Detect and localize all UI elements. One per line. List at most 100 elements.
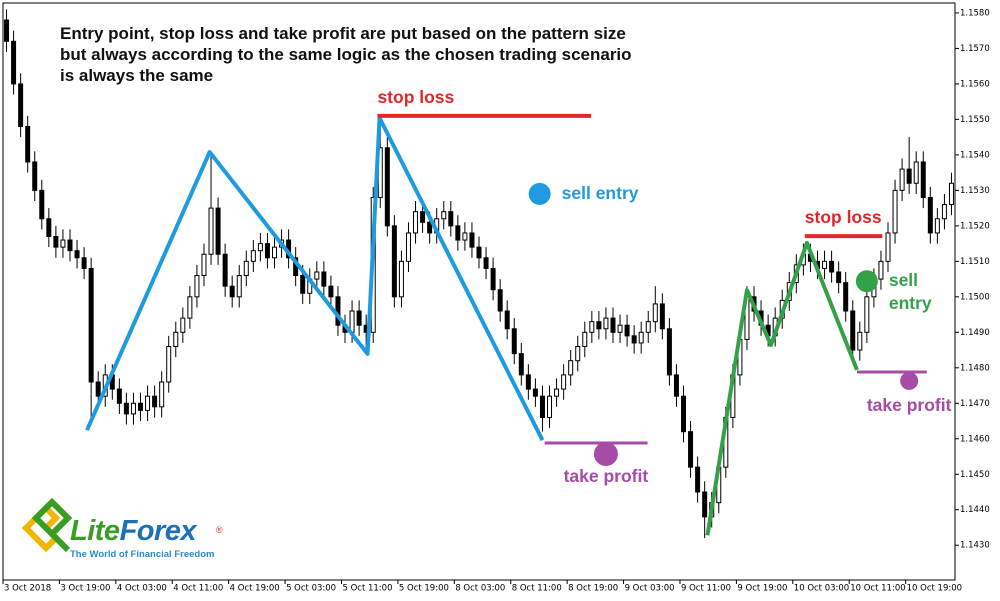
x-tick-label: 8 Oct 19:00 <box>568 584 618 594</box>
candle-body <box>250 250 256 262</box>
candle-body <box>173 331 179 348</box>
entry-marker <box>855 270 878 293</box>
candle-body <box>934 218 940 234</box>
x-tick-label: 10 Oct 19:00 <box>907 584 962 594</box>
candle-body <box>11 40 17 85</box>
y-tick-label: 1.1550 <box>960 115 990 125</box>
candle-body <box>138 402 144 411</box>
candle-body <box>645 321 651 333</box>
stop-loss-label: stop loss <box>377 86 455 107</box>
candle-body <box>688 431 694 468</box>
candle-body <box>25 125 31 163</box>
candle-body <box>53 235 59 248</box>
candle-body <box>547 395 553 418</box>
candle-body <box>4 19 10 42</box>
x-tick-label: 10 Oct 03:00 <box>794 584 849 594</box>
candle-body <box>208 207 214 255</box>
take-profit-label: take profit <box>563 466 649 487</box>
candle-body <box>427 221 433 234</box>
candle-body <box>948 182 954 206</box>
candle-body <box>81 257 87 269</box>
candle-body <box>525 374 531 390</box>
candle-body <box>892 189 898 234</box>
candle-body <box>441 211 447 220</box>
candle-body <box>822 260 828 269</box>
candle-body <box>695 466 701 493</box>
candle-body <box>582 331 588 348</box>
logo-name-part: Forex <box>119 515 197 547</box>
candle-body <box>927 196 933 234</box>
candle-body <box>243 260 249 277</box>
x-tick-label: 8 Oct 03:00 <box>455 584 505 594</box>
overlays <box>85 113 927 536</box>
candle-body <box>596 321 602 330</box>
candle-body <box>666 328 672 376</box>
candle-body <box>497 289 503 312</box>
plot-frame <box>2 2 956 581</box>
heading: Entry point, stop loss and take profit a… <box>60 23 632 86</box>
candle-body <box>603 317 609 330</box>
candle-body <box>568 360 574 376</box>
logo-trademark: ® <box>216 525 223 535</box>
y-tick-label: 1.1580 <box>960 8 990 18</box>
y-tick-label: 1.1500 <box>960 292 990 302</box>
candle-body <box>836 271 842 284</box>
candle-body <box>356 310 362 326</box>
candle-body <box>420 211 426 223</box>
candle-body <box>575 346 581 362</box>
y-tick-label: 1.1480 <box>960 363 990 373</box>
candle-body <box>321 271 327 287</box>
heading-line: Entry point, stop loss and take profit a… <box>60 24 626 43</box>
candle-body <box>264 243 270 259</box>
candle-body <box>152 395 158 408</box>
candle-body <box>899 168 905 191</box>
y-tick-label: 1.1460 <box>960 434 990 444</box>
logo-tagline: The World of Financial Freedom <box>70 549 215 560</box>
logo-shape <box>31 497 73 539</box>
candle-body <box>843 282 849 312</box>
candle-body <box>539 395 545 418</box>
candle-body <box>46 218 52 237</box>
x-tick-label: 3 Oct 19:00 <box>60 584 110 594</box>
candle-body <box>681 395 687 433</box>
candle-body <box>631 335 637 344</box>
entry-label: sell entry <box>888 270 932 314</box>
x-tick-label: 5 Oct 19:00 <box>399 584 449 594</box>
y-tick-label: 1.1440 <box>960 505 990 515</box>
pattern-line <box>85 115 545 442</box>
x-tick-label: 9 Oct 03:00 <box>625 584 675 594</box>
take-profit-label: take profit <box>866 395 952 416</box>
candle-body <box>201 253 207 277</box>
candle-body <box>391 225 397 298</box>
candle-body <box>314 271 320 280</box>
candle-body <box>885 232 891 262</box>
candle-body <box>462 232 468 241</box>
logo: LiteForex ® The World of Financial Freed… <box>21 497 232 564</box>
y-tick-label: 1.1510 <box>960 257 990 267</box>
candle-body <box>74 250 80 259</box>
candle-body <box>130 402 136 415</box>
candle-body <box>60 239 66 248</box>
candle-body <box>906 168 912 184</box>
candle-body <box>624 324 630 337</box>
candle-body <box>857 331 863 351</box>
candle-body <box>413 211 419 234</box>
heading-line: but always according to the same logic a… <box>60 45 632 64</box>
candle-body <box>455 225 461 241</box>
candle-body <box>554 388 560 397</box>
candle-body <box>123 402 129 415</box>
candle-body <box>483 257 489 269</box>
candle-body <box>490 267 496 291</box>
candle-body <box>88 267 94 383</box>
candle-body <box>236 275 242 298</box>
x-tick-label: 5 Oct 03:00 <box>286 584 336 594</box>
candle-body <box>18 83 24 127</box>
take-profit-marker <box>593 442 618 467</box>
x-tick-label: 9 Oct 19:00 <box>737 584 787 594</box>
candle-body <box>215 207 221 255</box>
candle-body <box>32 161 38 191</box>
pattern-line <box>705 240 859 536</box>
candle-body <box>532 388 538 397</box>
